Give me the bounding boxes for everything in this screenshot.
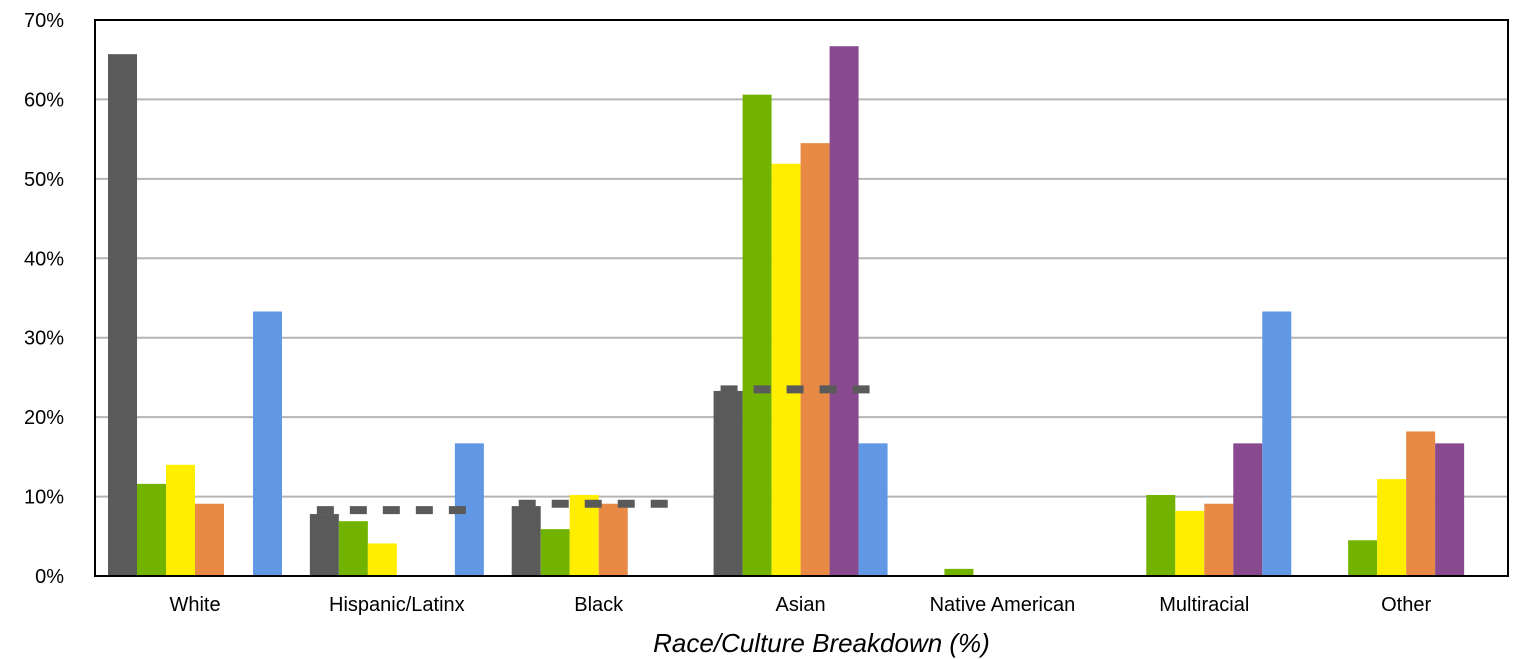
y-tick-label: 60% [24,89,64,111]
bar [771,163,801,576]
bar [800,143,830,576]
bar [598,503,628,576]
bar [1348,540,1378,576]
bar [1377,479,1407,576]
bar [1204,503,1234,576]
bar [858,443,888,576]
x-tick-label: Black [574,594,624,616]
bar [108,54,137,576]
bar [195,503,224,576]
bar [511,506,541,576]
x-tick-label: Other [1381,594,1431,616]
y-tick-label: 70% [24,10,64,32]
bar [713,390,743,576]
y-tick-label: 10% [24,487,64,509]
bar [540,529,570,576]
plot-frame [94,19,1509,577]
reference-lines [316,385,886,515]
bar [1262,311,1292,576]
x-axis-title: Race/Culture Breakdown (%) [653,628,990,658]
bar [944,568,974,576]
bar [166,464,195,576]
y-tick-label: 20% [24,407,64,429]
y-axis-ticks: 0% 10% 20% 30% 40% 50% 60% 70% [24,10,64,588]
y-tick-label: 40% [24,248,64,270]
x-tick-label: Hispanic/Latinx [329,594,465,616]
bar [338,521,368,576]
x-tick-label: Native American [930,594,1076,616]
x-tick-label: Asian [776,594,826,616]
x-tick-label: Multiracial [1159,594,1249,616]
bar [309,514,339,576]
bar [1233,443,1263,576]
y-tick-label: 50% [24,169,64,191]
bar [137,483,166,576]
bar [569,494,599,576]
x-tick-label: White [169,594,220,616]
bar [1406,431,1436,576]
bars [108,46,1465,577]
bar [1146,494,1176,576]
bar [742,94,772,577]
bar [1435,443,1465,576]
y-tick-label: 30% [24,328,64,350]
bar [829,46,859,577]
bar [1175,510,1205,576]
bar [367,543,397,576]
y-tick-label: 0% [35,566,64,588]
bar [253,311,282,576]
x-axis-ticks: White Hispanic/Latinx Black Asian Native Ame… [169,594,1431,616]
